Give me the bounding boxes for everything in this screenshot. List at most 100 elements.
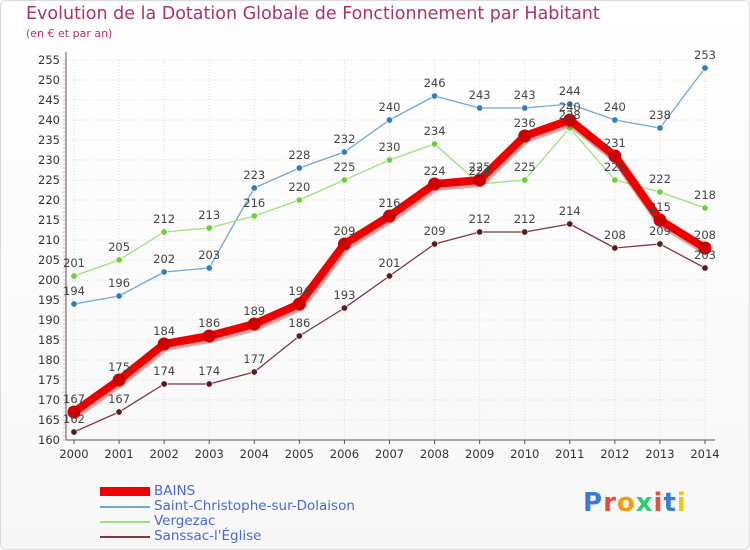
data-point: [250, 368, 258, 376]
data-label: 238: [649, 108, 671, 122]
data-point: [698, 241, 712, 255]
data-label: 214: [559, 204, 581, 218]
legend-swatch: [100, 487, 150, 496]
data-label: 224: [469, 164, 491, 178]
data-point: [202, 329, 216, 343]
data-point: [428, 177, 442, 191]
data-label: 243: [469, 88, 491, 102]
data-point: [521, 176, 529, 184]
data-point: [656, 124, 664, 132]
y-tick-label: 175: [38, 373, 60, 387]
data-label: 220: [288, 180, 310, 194]
data-label: 216: [379, 196, 401, 210]
legend-swatch: [100, 521, 150, 523]
y-tick-label: 190: [38, 313, 60, 327]
x-tick-label: 2001: [104, 447, 133, 461]
legend-label: Sanssac-l'Église: [154, 528, 262, 544]
data-point: [292, 297, 306, 311]
data-label: 232: [333, 132, 355, 146]
data-point: [295, 332, 303, 340]
data-label: 225: [604, 160, 626, 174]
data-label: 194: [63, 284, 85, 298]
data-label: 243: [514, 88, 536, 102]
data-point: [340, 176, 348, 184]
data-point: [295, 164, 303, 172]
legend-swatch: [100, 536, 150, 538]
data-label: 203: [198, 248, 220, 262]
y-tick-label: 220: [38, 193, 60, 207]
x-tick-label: 2013: [645, 447, 674, 461]
data-label: 230: [379, 140, 401, 154]
data-label: 234: [424, 124, 446, 138]
x-tick-label: 2008: [420, 447, 449, 461]
data-label: 240: [379, 100, 401, 114]
y-tick-label: 255: [38, 53, 60, 67]
y-tick-label: 210: [38, 233, 60, 247]
chart-subtitle: (en € et par an): [26, 27, 113, 40]
line-chart: 160 165 170 175 180 185 190 195 200 205 210 215 220 2…: [38, 48, 720, 461]
x-tick-label: 2014: [690, 447, 719, 461]
data-point: [70, 300, 78, 308]
data-label: 240: [604, 100, 626, 114]
y-tick-label: 205: [38, 253, 60, 267]
data-label: 212: [514, 212, 536, 226]
data-point: [431, 240, 439, 248]
data-label: 208: [694, 228, 716, 242]
data-point: [566, 220, 574, 228]
data-point: [385, 116, 393, 124]
x-tick-label: 2002: [150, 447, 179, 461]
data-point: [385, 156, 393, 164]
data-label: 236: [514, 116, 536, 130]
data-label: 212: [153, 212, 175, 226]
x-tick-label: 2003: [195, 447, 224, 461]
data-label: 244: [559, 84, 581, 98]
data-point: [611, 116, 619, 124]
data-label: 213: [198, 208, 220, 222]
data-point: [160, 380, 168, 388]
data-point: [656, 188, 664, 196]
data-point: [247, 317, 261, 331]
data-point: [157, 337, 171, 351]
data-point: [521, 104, 529, 112]
data-point: [566, 100, 574, 108]
data-label: 223: [243, 168, 265, 182]
data-point: [518, 129, 532, 143]
data-point: [701, 204, 709, 212]
data-point: [431, 92, 439, 100]
data-point: [563, 113, 577, 127]
data-point: [340, 148, 348, 156]
data-label: 215: [649, 200, 671, 214]
x-tick-label: 2009: [465, 447, 494, 461]
data-label: 246: [424, 76, 446, 90]
data-point: [115, 292, 123, 300]
data-point: [115, 408, 123, 416]
y-tick-label: 195: [38, 293, 60, 307]
data-label: 189: [243, 304, 265, 318]
data-point: [473, 173, 487, 187]
data-point: [250, 212, 258, 220]
data-point: [701, 64, 709, 72]
data-label: 209: [424, 224, 446, 238]
y-tick-label: 165: [38, 413, 60, 427]
x-tick-label: 2010: [510, 447, 539, 461]
logo-letter: o: [616, 488, 636, 518]
data-label: 240: [559, 100, 581, 114]
data-label: 225: [333, 160, 355, 174]
data-point: [385, 272, 393, 280]
data-label: 216: [243, 196, 265, 210]
y-tick-label: 215: [38, 213, 60, 227]
data-point: [521, 228, 529, 236]
legend-swatch: [100, 506, 150, 508]
logo-letter: P: [583, 488, 604, 518]
data-point: [611, 244, 619, 252]
data-point: [653, 213, 667, 227]
data-label: 201: [379, 256, 401, 270]
data-point: [70, 272, 78, 280]
logo-letter: i: [653, 488, 664, 518]
x-tick-label: 2011: [555, 447, 584, 461]
y-tick-label: 160: [38, 433, 60, 447]
y-tick-label: 180: [38, 353, 60, 367]
data-label: 209: [333, 224, 355, 238]
y-tick-label: 200: [38, 273, 60, 287]
